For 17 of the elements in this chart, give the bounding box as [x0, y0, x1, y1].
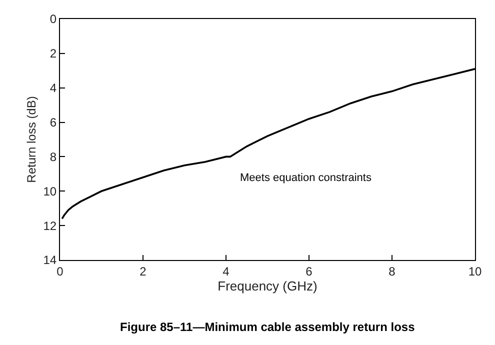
y-axis-title: Return loss (dB): [24, 96, 39, 183]
y-tick-label: 8: [50, 150, 57, 164]
y-tick-label: 0: [50, 12, 57, 26]
y-tick-label: 4: [50, 81, 57, 96]
y-tick-label: 12: [43, 218, 57, 233]
x-tick-label: 8: [388, 264, 396, 278]
y-tick-label: 2: [50, 46, 57, 61]
y-tick-label: 14: [43, 253, 57, 268]
annotation: Meets equation constraints: [240, 172, 372, 184]
text: Figure 85–11—Minimum cable assembly return loss: [120, 320, 416, 334]
x-axis-title: Frequency (GHz): [218, 278, 318, 294]
x-tick-label: 10: [468, 264, 482, 278]
x-tick-label: 4: [222, 264, 230, 278]
y-tick-label: 10: [43, 184, 57, 198]
x-tick-label: 6: [306, 264, 313, 278]
y-tick-label: 6: [50, 115, 57, 130]
x-tick-label: 2: [140, 264, 147, 278]
